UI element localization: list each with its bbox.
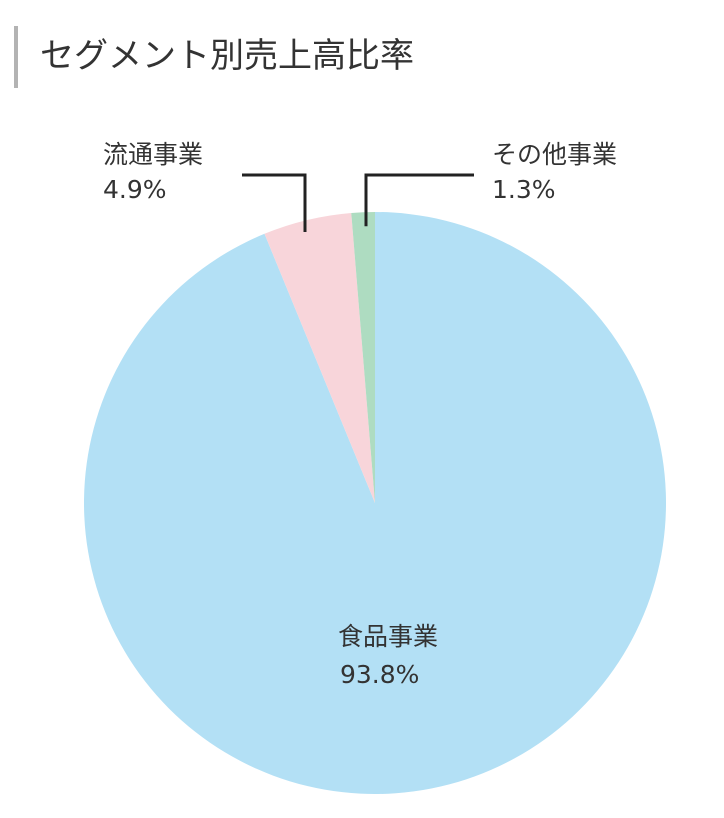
pie-slices	[83, 212, 667, 794]
page-title: セグメント別売上高比率	[40, 36, 414, 76]
slice-3-leader-line	[364, 173, 474, 227]
leader-lines	[242, 173, 474, 233]
pie-slice-1	[83, 212, 667, 794]
slice-1-name-label: 食品事業	[338, 622, 438, 651]
slice-2-leader-line	[242, 173, 307, 233]
slice-3-name-label: その他事業	[492, 140, 617, 169]
slice-labels: 食品事業 93.8% 流通事業 4.9% その他事業 1.3%	[103, 140, 617, 689]
slice-3-value-label: 1.3%	[492, 175, 556, 204]
slice-2-value-label: 4.9%	[103, 175, 167, 204]
pie-slice-2	[264, 212, 375, 503]
pie-slice-3	[351, 212, 375, 503]
title-accent-bar	[14, 26, 18, 88]
slice-2-name-label: 流通事業	[103, 140, 203, 169]
slice-1-value-label: 93.8%	[340, 660, 419, 689]
